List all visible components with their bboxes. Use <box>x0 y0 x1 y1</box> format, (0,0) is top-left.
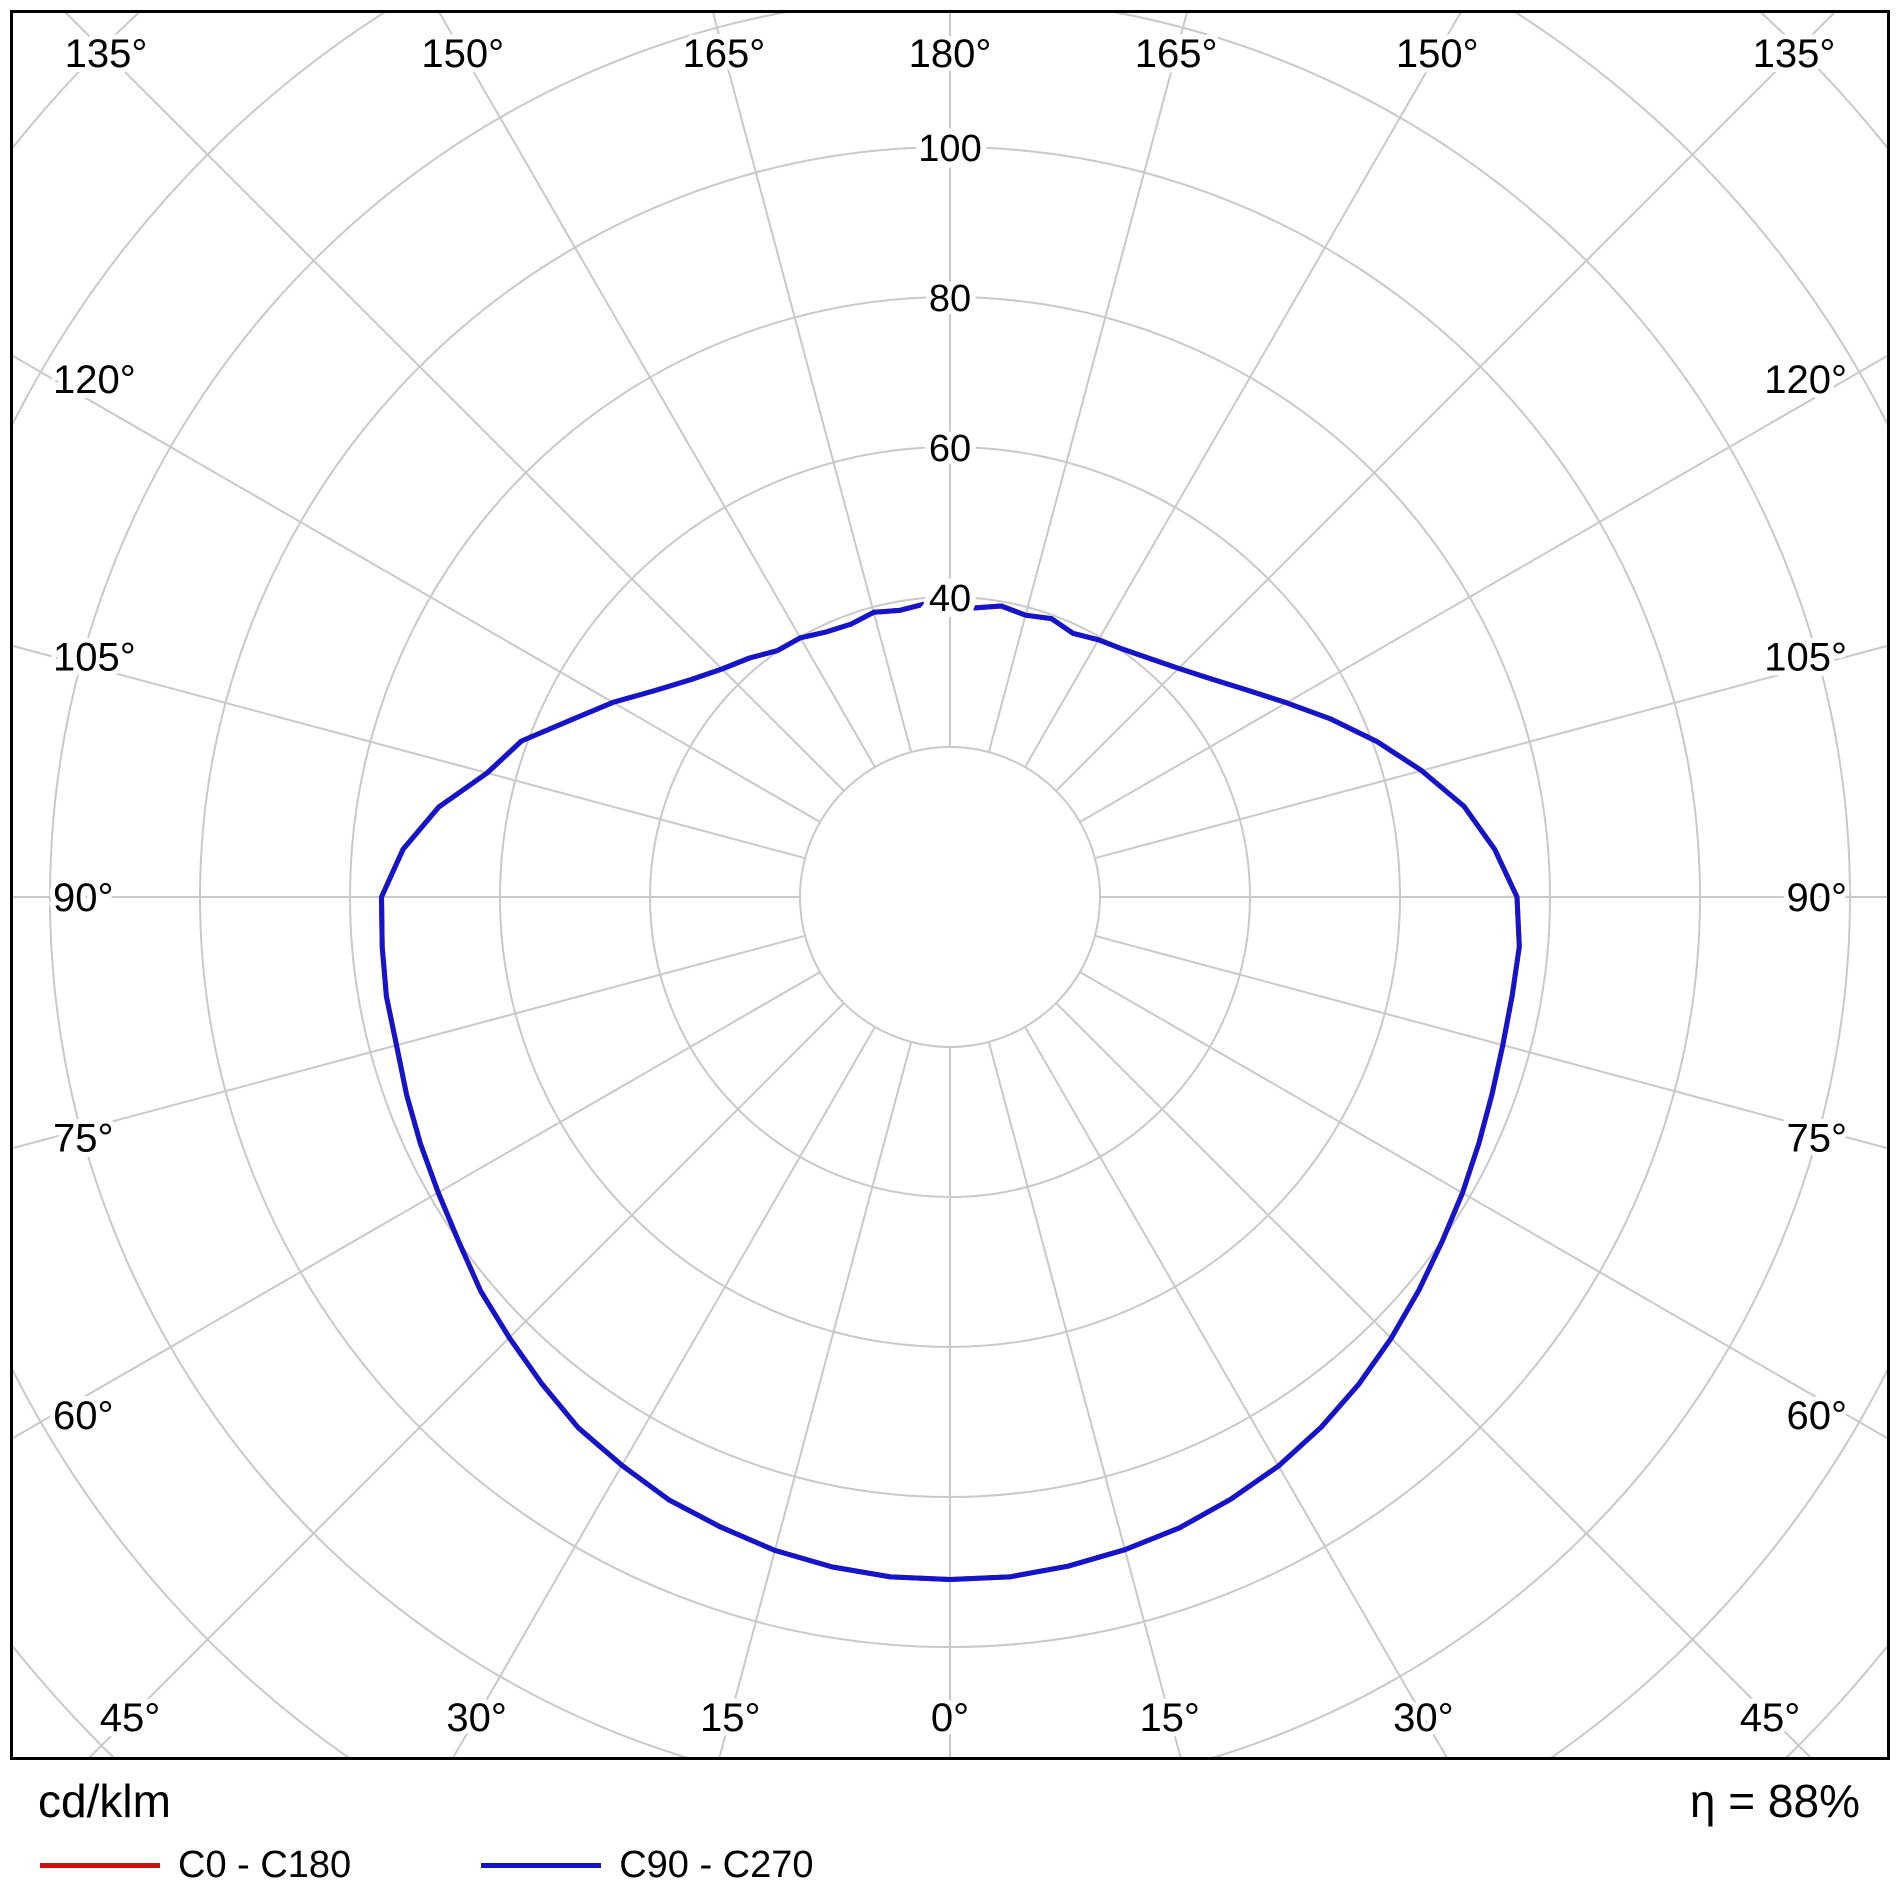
legend-label-c90-c270: C90 - C270 <box>619 1844 814 1886</box>
grid-spoke <box>438 13 876 768</box>
grid-spoke <box>1079 354 1887 823</box>
grid-spoke <box>1079 971 1887 1440</box>
polar-chart-svg: 40 60 80 100 0° 15° 15° 30° 30° 45° 45° 60° 60° 75° 75… <box>13 13 1887 1757</box>
angle-label: 75° <box>1787 1116 1848 1160</box>
angle-label: 105° <box>53 636 136 680</box>
grid-spoke <box>64 13 845 792</box>
grid-spoke <box>1024 1026 1448 1757</box>
curve-C90-C270 <box>379 601 1522 1582</box>
grid-spoke <box>712 13 913 753</box>
grid-spoke <box>1094 934 1887 1150</box>
grid-spoke <box>1094 644 1887 860</box>
angle-label: 165° <box>683 32 766 76</box>
angle-label: 150° <box>421 32 504 76</box>
angle-label: 90° <box>1787 876 1848 920</box>
grid-spoke <box>1024 13 1462 768</box>
grid-spoke <box>987 13 1188 753</box>
polar-diagram-frame: 40 60 80 100 0° 15° 15° 30° 30° 45° 45° 60° 60° 75° 75… <box>10 10 1890 1760</box>
angle-label: 45° <box>100 1696 161 1740</box>
angle-label: 135° <box>65 32 148 76</box>
grid-spoke <box>13 354 821 823</box>
angle-label: 60° <box>53 1394 114 1438</box>
angle-label: 60° <box>1787 1394 1848 1438</box>
grid-spoke <box>13 934 806 1150</box>
grid-spoke <box>1055 1002 1812 1757</box>
c0-c180-line-sample <box>40 1863 160 1868</box>
angle-label: 15° <box>1139 1696 1200 1740</box>
grid-spoke <box>13 644 806 860</box>
angle-label: 0° <box>931 1696 969 1740</box>
angle-label: 90° <box>53 876 114 920</box>
angle-label: 150° <box>1396 32 1479 76</box>
angle-label: 75° <box>53 1116 114 1160</box>
angle-label: 15° <box>700 1696 761 1740</box>
angle-label: 120° <box>53 358 136 402</box>
angle-label: 45° <box>1740 1696 1801 1740</box>
grid-circle <box>799 746 1101 1048</box>
grid-spoke <box>13 971 821 1440</box>
angle-label: 135° <box>1753 32 1836 76</box>
radial-tick-label: 100 <box>918 128 981 170</box>
units-label: cd/klm <box>38 1775 171 1827</box>
grid-spoke <box>987 1041 1182 1757</box>
efficiency-value: η = 88% <box>1689 1775 1860 1827</box>
angle-label: 105° <box>1764 636 1847 680</box>
angle-label: 120° <box>1764 358 1847 402</box>
grid-spoke <box>88 1002 845 1757</box>
angle-label: 30° <box>446 1696 507 1740</box>
legend: C0 - C180 C90 - C270 <box>10 1844 1890 1887</box>
polar-grid <box>13 13 1887 1757</box>
radial-tick-label: 40 <box>929 578 971 620</box>
legend-item-c0-c180: C0 - C180 <box>40 1844 351 1887</box>
footer-row: cd/klm η = 88% <box>10 1768 1890 1828</box>
angle-label: 30° <box>1393 1696 1454 1740</box>
legend-item-c90-c270: C90 - C270 <box>481 1844 814 1887</box>
c90-c270-line-sample <box>481 1863 602 1868</box>
radial-tick-label: 80 <box>929 278 971 320</box>
grid-spoke <box>718 1041 913 1757</box>
figure-footer: cd/klm η = 88% C0 - C180 C90 - C270 <box>10 1768 1890 1894</box>
radial-tick-label: 60 <box>929 428 971 470</box>
angle-label: 165° <box>1135 32 1218 76</box>
grid-spoke <box>452 1026 876 1757</box>
grid-spoke <box>1055 13 1836 792</box>
angle-label: 180° <box>909 32 992 76</box>
legend-label-c0-c180: C0 - C180 <box>178 1844 352 1886</box>
